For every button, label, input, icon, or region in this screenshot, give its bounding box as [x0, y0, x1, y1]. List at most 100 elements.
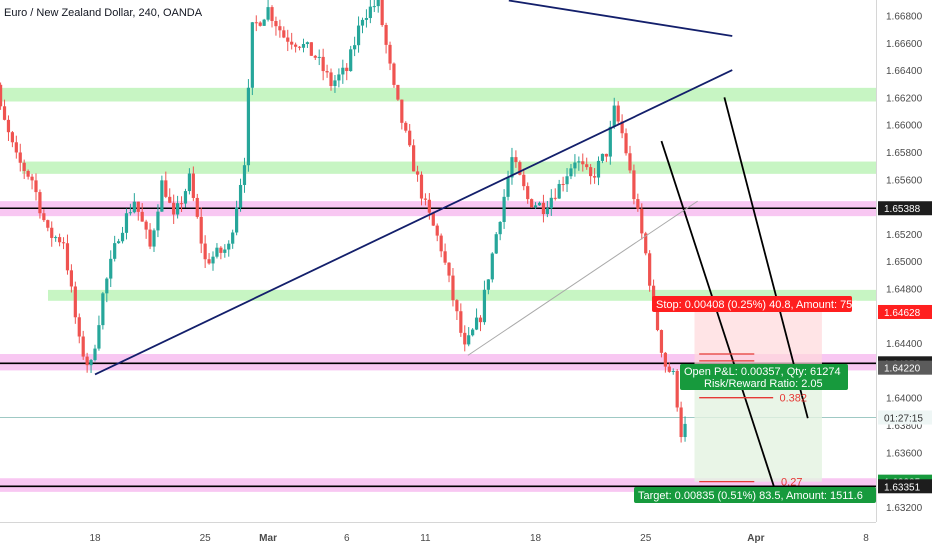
- candle-down: [195, 197, 199, 217]
- candle-down: [164, 180, 168, 197]
- candle-down: [400, 99, 404, 123]
- stop-zone: [694, 311, 822, 368]
- candle-down: [651, 285, 656, 300]
- candle-down: [81, 336, 85, 357]
- price-tick-label: 1.66000: [886, 121, 923, 132]
- price-tick-label: 1.64800: [886, 285, 923, 296]
- candle-up: [372, 6, 376, 8]
- price-tag-label: 1.64220: [884, 364, 921, 375]
- candle-down: [455, 300, 459, 312]
- candle-down: [258, 22, 262, 26]
- stop-label: Stop: 0.00408 (0.25%) 40.8, Amount: 750: [656, 299, 858, 311]
- candle-up: [368, 6, 372, 19]
- candle-down: [392, 63, 396, 85]
- candle-down: [530, 199, 534, 208]
- candle-up: [364, 18, 369, 20]
- candle-down: [447, 262, 451, 276]
- price-tick-label: 1.64400: [886, 339, 923, 350]
- price-axis[interactable]: 1.66800 1.66600 1.66400 1.66200 1.66000 1.658…: [878, 12, 932, 514]
- candle-down: [408, 130, 412, 146]
- candle-up: [490, 253, 494, 280]
- time-axis[interactable]: 18 25 Mar 6 11 18 25 Apr 8: [89, 533, 869, 544]
- candle-down: [667, 366, 671, 372]
- candle-down: [46, 220, 50, 228]
- candle-up: [549, 197, 553, 209]
- candle-up: [565, 176, 569, 185]
- candle-up: [109, 258, 113, 279]
- candle-up: [215, 247, 219, 257]
- candle-down: [140, 211, 144, 222]
- candle-up: [317, 56, 321, 58]
- candle-down: [435, 225, 439, 236]
- candle-up: [227, 243, 231, 250]
- candle-up: [376, 0, 380, 7]
- candle-down: [148, 229, 152, 247]
- candle-down: [286, 37, 290, 42]
- candle-down: [329, 72, 333, 87]
- candle-down: [648, 253, 652, 286]
- candle-up: [569, 168, 573, 177]
- time-tick-label: Mar: [259, 533, 277, 544]
- candle-down: [69, 270, 73, 287]
- candle-up: [132, 201, 136, 213]
- candle-down: [663, 352, 667, 367]
- candle-down: [518, 162, 522, 175]
- candle-down: [659, 330, 664, 353]
- candle-up: [305, 42, 310, 45]
- candle-up: [156, 211, 160, 231]
- candle-down: [57, 237, 62, 243]
- candle-up: [557, 183, 561, 199]
- position-label-box: [680, 364, 848, 390]
- candle-down: [522, 174, 526, 187]
- candle-up: [120, 232, 125, 242]
- candle-down: [592, 176, 597, 178]
- candle-up: [89, 360, 93, 366]
- candle-down: [6, 119, 11, 133]
- candle-up: [183, 191, 188, 204]
- candle-down: [73, 286, 77, 318]
- price-tick-label: 1.65600: [886, 175, 923, 186]
- time-tick-label: Apr: [747, 533, 764, 544]
- candle-down: [199, 216, 203, 244]
- candle-down: [561, 183, 565, 185]
- candle-up: [683, 423, 687, 438]
- candle-down: [270, 7, 274, 22]
- candle-up: [266, 7, 270, 20]
- candle-down: [42, 213, 46, 221]
- candle-down: [451, 275, 455, 301]
- candle-down: [0, 84, 3, 107]
- candle-down: [675, 370, 679, 408]
- price-tag: [878, 410, 932, 425]
- resistance-zone-pink: [0, 354, 876, 371]
- candle-up: [498, 221, 502, 235]
- candle-up: [671, 370, 675, 372]
- candle-up: [510, 157, 514, 178]
- candle-down: [85, 356, 89, 366]
- candle-down: [624, 133, 628, 154]
- price-tag: [878, 304, 932, 319]
- chart-title: Euro / New Zealand Dollar, 240, OANDA: [4, 7, 203, 19]
- support-zone-green: [48, 289, 876, 301]
- candle-up: [231, 232, 235, 244]
- candle-down: [297, 46, 302, 48]
- candle-up: [113, 243, 117, 259]
- price-tick-label: 1.65000: [886, 257, 923, 268]
- time-tick-label: 8: [863, 533, 869, 544]
- fib-layer: 0.382 0.27: [699, 353, 807, 489]
- candle-down: [541, 202, 546, 215]
- candle-down: [34, 180, 38, 193]
- time-tick-label: 25: [200, 533, 212, 544]
- candle-down: [443, 251, 447, 263]
- candle-down: [203, 243, 207, 260]
- price-tick-label: 1.63600: [886, 448, 923, 459]
- candle-down: [553, 197, 557, 199]
- time-tick-label: 18: [530, 533, 542, 544]
- candle-up: [482, 289, 487, 323]
- price-tick-label: 1.63200: [886, 503, 923, 514]
- candle-up: [238, 184, 243, 208]
- candle-down: [278, 26, 282, 31]
- candle-up: [353, 45, 357, 50]
- candle-up: [537, 202, 542, 206]
